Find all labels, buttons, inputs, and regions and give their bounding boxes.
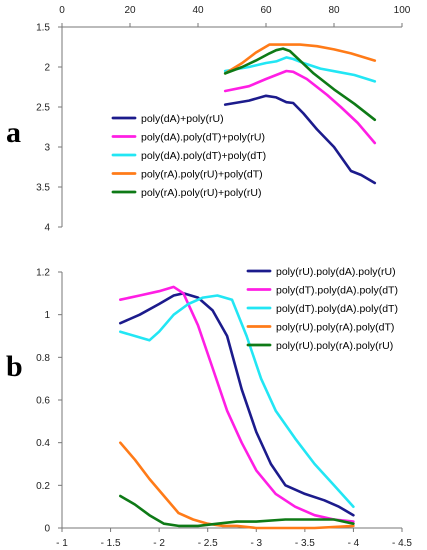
series-line-1 [119, 292, 355, 517]
series-line-3 [119, 294, 355, 508]
y-tick-label: 1.2 [36, 268, 50, 279]
x-tick-label: - 2 [153, 538, 165, 549]
x-tick-label: - 3 [250, 538, 262, 549]
panel-label: a [6, 116, 21, 149]
y-tick-label: 2 [44, 63, 50, 74]
x-tick-label: - 1.5 [101, 538, 121, 549]
legend-item: poly(rA).poly(rU)+poly(dT) [111, 168, 263, 180]
legend-item: poly(rU).poly(rA).poly(rU) [246, 340, 393, 352]
x-tick-label: 40 [192, 5, 204, 16]
axes: - 1 - 1.5 - 2 - 2.5 - 3 - 3.5 - 4 - 4.5 0 0.2 0.4 0… [36, 268, 412, 550]
series-line-1 [223, 94, 377, 185]
legend-label: poly(dT).poly(dA).poly(dT) [276, 303, 398, 315]
x-tick-label: 100 [394, 5, 411, 16]
y-tick-label: 0.6 [36, 396, 50, 407]
x-tick-label: - 1 [56, 538, 68, 549]
x-tick-label: 20 [124, 5, 136, 16]
legend: poly(rU).poly(dA).poly(rU) poly(dT).poly(… [246, 266, 398, 352]
legend-label: poly(dA)+poly(rU) [141, 113, 224, 125]
legend-label: poly(rU).poly(rA).poly(rU) [276, 340, 393, 352]
legend-label: poly(rU).poly(rA).poly(dT) [276, 321, 394, 333]
series-group [223, 43, 377, 185]
legend: poly(dA)+poly(rU) poly(dA).poly(dT)+poly(… [111, 113, 266, 199]
x-tick-label: - 4.5 [392, 538, 412, 549]
y-tick-label: 4 [44, 223, 50, 234]
legend-item: poly(dA).poly(dT)+poly(dT) [111, 150, 266, 162]
y-tick-label: 1 [44, 310, 50, 321]
series-line-2 [119, 285, 355, 523]
legend-item: poly(dA)+poly(rU) [111, 113, 224, 125]
series-line-4 [223, 43, 377, 75]
panel-a: 0 20 40 60 80 100 1.5 2 2.5 3 3.5 4 poly(dA)+poly(rU… [6, 5, 411, 234]
series-line-3 [223, 56, 377, 83]
y-tick-label: 0.4 [36, 438, 50, 449]
panel-b: - 1 - 1.5 - 2 - 2.5 - 3 - 3.5 - 4 - 4.5 0 0.2 0.4 0… [6, 266, 412, 549]
series-line-5 [223, 47, 377, 122]
legend-label: poly(dA).poly(dT)+poly(dT) [141, 150, 266, 162]
y-tick-label: 0 [44, 524, 50, 535]
legend-item: poly(dT).poly(dA).poly(dT) [246, 303, 398, 315]
legend-item: poly(rU).poly(rA).poly(dT) [246, 321, 394, 333]
y-tick-label: 3 [44, 143, 50, 154]
legend-label: poly(dA).poly(dT)+poly(rU) [141, 131, 265, 143]
panel-label: b [6, 350, 23, 383]
x-tick-label: 80 [328, 5, 340, 16]
series-group [119, 285, 355, 530]
x-tick-label: - 3.5 [295, 538, 315, 549]
legend-label: poly(dT).poly(dA).poly(dT) [276, 284, 398, 296]
series-line-5 [119, 494, 355, 528]
y-tick-label: 3.5 [36, 183, 50, 194]
x-tick-label: - 4 [348, 538, 360, 549]
x-tick-label: - 2.5 [198, 538, 218, 549]
y-tick-label: 0.2 [36, 481, 50, 492]
legend-item: poly(rU).poly(dA).poly(rU) [246, 266, 396, 278]
legend-item: poly(rA).poly(rU)+poly(rU) [111, 187, 261, 199]
axes: 0 20 40 60 80 100 1.5 2 2.5 3 3.5 4 [36, 5, 411, 234]
legend-item: poly(dT).poly(dA).poly(dT) [246, 284, 398, 296]
y-tick-label: 2.5 [36, 103, 50, 114]
legend-label: poly(rA).poly(rU)+poly(dT) [141, 168, 263, 180]
x-tick-label: 0 [59, 5, 65, 16]
y-tick-label: 0.8 [36, 353, 50, 364]
y-tick-label: 1.5 [36, 23, 50, 34]
legend-label: poly(rU).poly(dA).poly(rU) [276, 266, 396, 278]
legend-label: poly(rA).poly(rU)+poly(rU) [141, 187, 261, 199]
x-tick-label: 60 [260, 5, 272, 16]
legend-item: poly(dA).poly(dT)+poly(rU) [111, 131, 265, 143]
series-line-2 [223, 69, 377, 145]
